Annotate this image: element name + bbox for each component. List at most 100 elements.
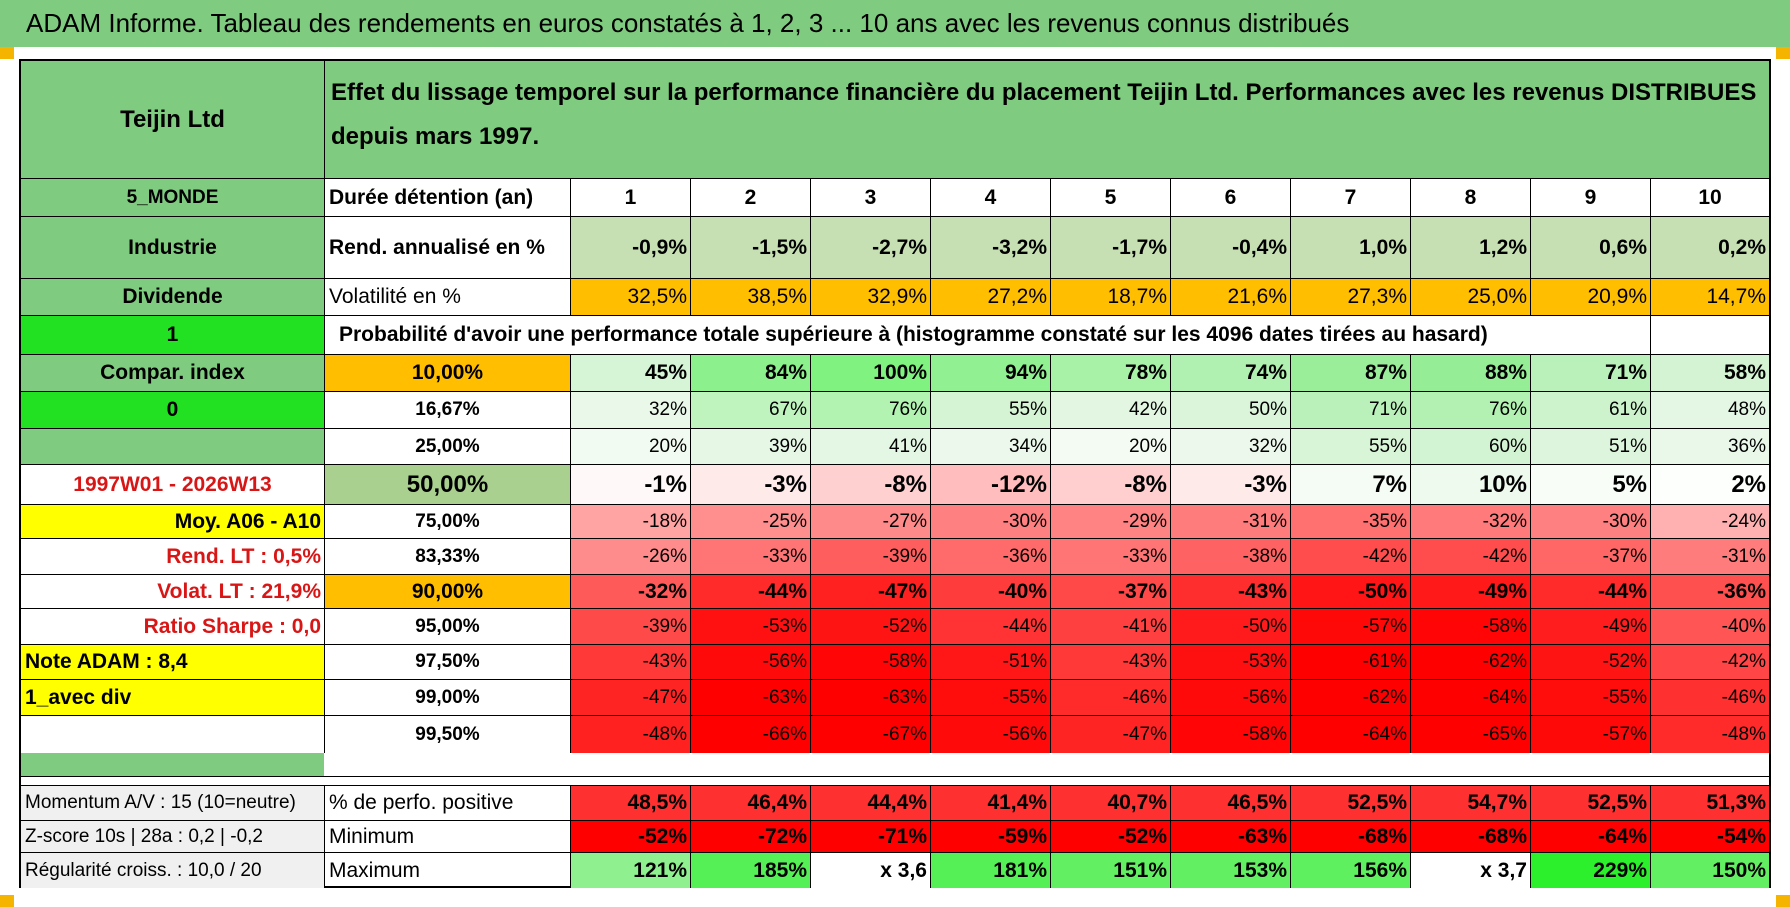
probability-value: 32%: [1170, 428, 1290, 464]
probability-value: -56%: [930, 715, 1050, 753]
probability-value: -30%: [930, 504, 1050, 538]
year-header: 10: [1650, 178, 1769, 216]
probability-level: 99,00%: [324, 679, 570, 715]
pos-value: 52,5%: [1530, 785, 1650, 820]
max-value: 185%: [690, 852, 810, 888]
min-value: -63%: [1170, 820, 1290, 852]
max-value: 229%: [1530, 852, 1650, 888]
min-value: -72%: [690, 820, 810, 852]
pos-value: 40,7%: [1050, 785, 1170, 820]
rend-label: Rend. annualisé en %: [324, 216, 570, 278]
probability-value: 71%: [1290, 391, 1410, 428]
pos-value: 41,4%: [930, 785, 1050, 820]
sharpe-label: Ratio Sharpe : 0,0: [21, 608, 324, 644]
probability-value: 94%: [930, 354, 1050, 391]
rend-lt-label: Rend. LT : 0,5%: [21, 538, 324, 574]
probability-value: -31%: [1170, 504, 1290, 538]
probability-value: 42%: [1050, 391, 1170, 428]
dividend-flag: 1: [21, 315, 324, 354]
probability-value: -47%: [570, 679, 690, 715]
probability-value: -64%: [1290, 715, 1410, 753]
note-adam-label: Note ADAM : 8,4: [21, 644, 324, 679]
min-value: -54%: [1650, 820, 1769, 852]
instrument-name: Teijin Ltd: [21, 61, 324, 178]
regularite-label: Régularité croiss. : 10,0 / 20: [21, 852, 324, 888]
probability-level: 99,50%: [324, 715, 570, 753]
min-value: -52%: [1050, 820, 1170, 852]
year-header: 7: [1290, 178, 1410, 216]
probability-value: -51%: [930, 644, 1050, 679]
moy-label: Moy. A06 - A10: [21, 504, 324, 538]
probability-value: -47%: [1050, 715, 1170, 753]
year-header: 8: [1410, 178, 1530, 216]
probability-value: -18%: [570, 504, 690, 538]
vol-value: 32,9%: [810, 278, 930, 315]
dividend-label: Dividende: [21, 278, 324, 315]
probability-level: 50,00%: [324, 464, 570, 504]
pos-value: 46,5%: [1170, 785, 1290, 820]
year-header: 4: [930, 178, 1050, 216]
probability-value: -63%: [810, 679, 930, 715]
probability-value: 74%: [1170, 354, 1290, 391]
probability-value: -58%: [1170, 715, 1290, 753]
div-mode-label: 1_avec div: [21, 679, 324, 715]
probability-level: 97,50%: [324, 644, 570, 679]
rend-value: -2,7%: [810, 216, 930, 278]
rend-value: 1,2%: [1410, 216, 1530, 278]
probability-value: -32%: [570, 574, 690, 608]
empty-cell: [1769, 315, 1770, 354]
probability-value: 88%: [1410, 354, 1530, 391]
probability-value: 100%: [810, 354, 930, 391]
probability-value: -35%: [1290, 504, 1410, 538]
rend-value: 0,2%: [1650, 216, 1769, 278]
rend-value: 1,0%: [1290, 216, 1410, 278]
year-header: 9: [1530, 178, 1650, 216]
min-label: Minimum: [324, 820, 570, 852]
report-header: ADAM Informe. Tableau des rendements en …: [0, 0, 1790, 47]
pos-value: 48,5%: [570, 785, 690, 820]
min-value: -68%: [1410, 820, 1530, 852]
probability-value: -67%: [810, 715, 930, 753]
probability-value: -49%: [1530, 608, 1650, 644]
probability-value: -1%: [570, 464, 690, 504]
zscore-label: Z-score 10s | 28a : 0,2 | -0,2: [21, 820, 324, 852]
gap-strip: [21, 776, 1769, 785]
probability-value: -37%: [1530, 538, 1650, 574]
probability-value: -52%: [810, 608, 930, 644]
rend-value: -0,9%: [570, 216, 690, 278]
vol-value: 32,5%: [570, 278, 690, 315]
min-value: -64%: [1530, 820, 1650, 852]
empty-cell: [21, 715, 324, 753]
probability-value: 51%: [1530, 428, 1650, 464]
probability-value: -44%: [930, 608, 1050, 644]
probability-value: -42%: [1290, 538, 1410, 574]
max-value: 150%: [1650, 852, 1769, 888]
rend-value: -1,7%: [1050, 216, 1170, 278]
pos-value: 44,4%: [810, 785, 930, 820]
sector-label: Industrie: [21, 216, 324, 278]
probability-level: 16,67%: [324, 391, 570, 428]
empty-cell: [1650, 315, 1769, 354]
probability-value: -56%: [690, 644, 810, 679]
probability-value: -25%: [690, 504, 810, 538]
probability-value: -57%: [1290, 608, 1410, 644]
vol-value: 38,5%: [690, 278, 810, 315]
probability-value: 41%: [810, 428, 930, 464]
max-value: x 3,7: [1410, 852, 1530, 888]
max-value: 181%: [930, 852, 1050, 888]
probability-value: -56%: [1170, 679, 1290, 715]
probability-value: -50%: [1170, 608, 1290, 644]
probability-value: -39%: [570, 608, 690, 644]
probability-value: -55%: [1530, 679, 1650, 715]
probability-value: -36%: [930, 538, 1050, 574]
duration-label: Durée détention (an): [324, 178, 570, 216]
probability-value: -33%: [1050, 538, 1170, 574]
probability-value: -49%: [1410, 574, 1530, 608]
separator-cell: [21, 753, 324, 776]
frame-corner-left: [0, 47, 14, 59]
rend-value: -1,5%: [690, 216, 810, 278]
year-header: 5: [1050, 178, 1170, 216]
probability-value: -26%: [570, 538, 690, 574]
probability-value: -53%: [1170, 644, 1290, 679]
probability-value: -58%: [1410, 608, 1530, 644]
